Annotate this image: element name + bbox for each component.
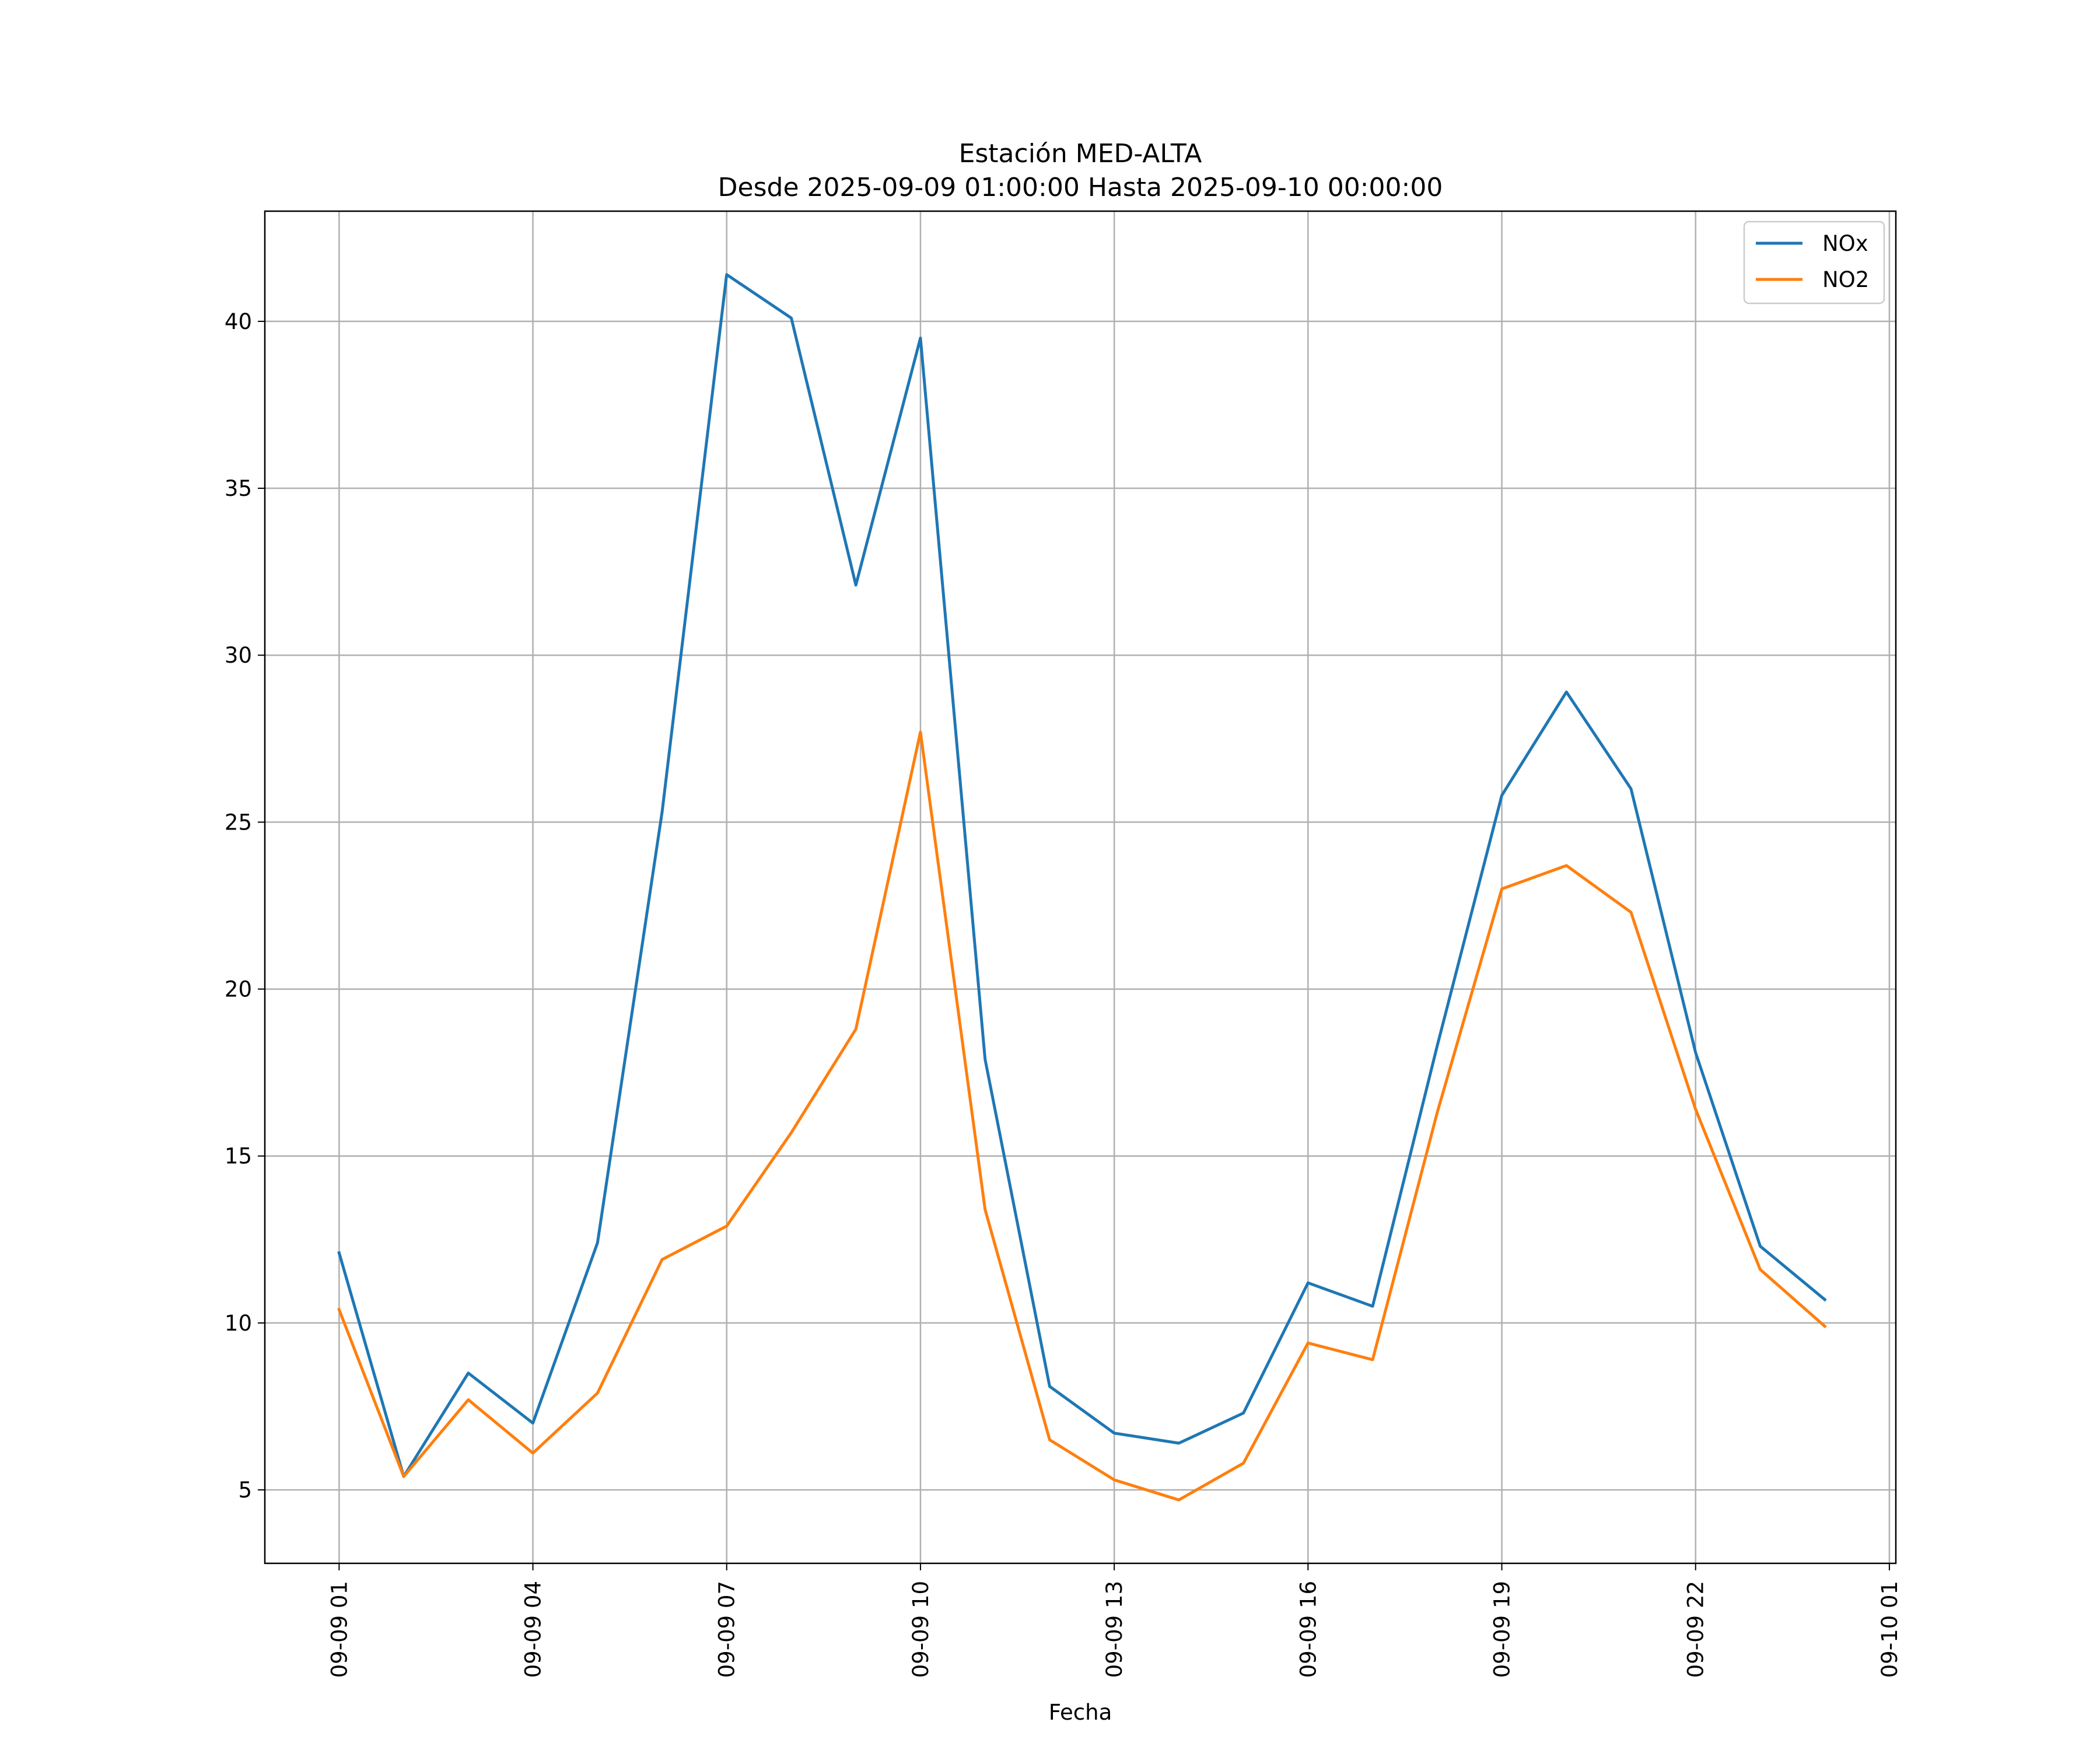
y-tick-label: 40 — [225, 309, 252, 334]
x-tick-label: 09-09 13 — [1102, 1581, 1127, 1678]
x-tick-label: 09-09 10 — [908, 1581, 933, 1678]
x-tick-label: 09-10 01 — [1877, 1581, 1902, 1678]
legend-label-no2: NO2 — [1822, 267, 1869, 292]
x-tick-label: 09-09 01 — [327, 1581, 352, 1678]
x-tick-label: 09-09 04 — [521, 1581, 546, 1678]
series-line-no2 — [337, 730, 1827, 1502]
x-axis-label: Fecha — [1049, 1700, 1112, 1725]
y-tick-label: 5 — [238, 1478, 252, 1503]
x-axis-ticks: 09-09 01 09-09 04 09-09 07 09-09 10 09-09 13… — [327, 1563, 1902, 1678]
y-tick-label: 25 — [225, 810, 252, 835]
series-line-nox — [337, 273, 1827, 1478]
y-tick-label: 20 — [225, 977, 252, 1002]
y-tick-label: 15 — [225, 1144, 252, 1169]
x-tick-label: 09-09 16 — [1296, 1581, 1321, 1678]
legend-label-nox: NOx — [1822, 231, 1868, 256]
x-tick-label: 09-09 22 — [1684, 1581, 1709, 1678]
chart-title: Estación MED-ALTA — [959, 139, 1202, 169]
x-tick-label: 09-09 19 — [1490, 1581, 1515, 1678]
y-tick-label: 35 — [225, 476, 252, 501]
series-lines — [337, 273, 1827, 1502]
y-tick-label: 30 — [225, 643, 252, 668]
y-tick-label: 10 — [225, 1311, 252, 1336]
legend: NOx NO2 — [1743, 220, 1885, 304]
chart-subtitle: Desde 2025-09-09 01:00:00 Hasta 2025-09-… — [718, 173, 1443, 202]
y-axis-ticks: 5 10 15 20 25 30 35 40 — [225, 309, 265, 1503]
plot-frame — [264, 210, 1897, 1564]
grid — [265, 211, 1896, 1563]
x-tick-label: 09-09 07 — [715, 1581, 740, 1678]
